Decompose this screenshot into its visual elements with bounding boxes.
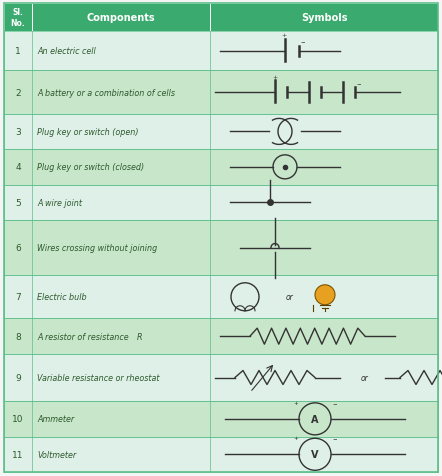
Text: A wire joint: A wire joint	[37, 198, 82, 208]
Text: A: A	[311, 414, 319, 424]
Text: −: −	[300, 40, 305, 45]
Bar	[4, 354, 438, 401]
Bar	[4, 150, 438, 185]
Bar	[4, 71, 438, 114]
Text: Variable resistance or rheostat: Variable resistance or rheostat	[37, 373, 160, 382]
Text: 9: 9	[15, 373, 21, 382]
Text: A resistor of resistance: A resistor of resistance	[37, 332, 131, 341]
Bar	[4, 114, 438, 150]
Text: or: or	[286, 293, 294, 302]
Text: +: +	[272, 75, 278, 80]
Bar	[4, 220, 438, 276]
Text: 2: 2	[15, 89, 21, 97]
Bar	[4, 32, 438, 71]
Text: V: V	[311, 449, 319, 459]
Bar	[4, 319, 438, 354]
Text: R: R	[137, 332, 142, 341]
Text: Voltmeter: Voltmeter	[37, 450, 76, 459]
Text: Wires crossing without joining: Wires crossing without joining	[37, 244, 157, 253]
Text: +: +	[293, 400, 298, 405]
Text: 7: 7	[15, 293, 21, 302]
Text: −: −	[356, 81, 361, 86]
Text: 5: 5	[15, 198, 21, 208]
Text: 4: 4	[15, 163, 21, 172]
Text: Electric bulb: Electric bulb	[37, 293, 87, 302]
Text: Sl.
No.: Sl. No.	[11, 8, 25, 28]
Text: 8: 8	[15, 332, 21, 341]
Text: An electric cell: An electric cell	[37, 47, 96, 56]
Text: 11: 11	[12, 450, 24, 459]
Text: A battery or a combination of cells: A battery or a combination of cells	[37, 89, 175, 97]
Bar	[4, 4, 438, 32]
Text: or: or	[361, 373, 369, 382]
Bar	[4, 401, 438, 436]
Text: Plug key or switch (closed): Plug key or switch (closed)	[37, 163, 144, 172]
Text: +: +	[293, 436, 298, 440]
Text: −: −	[332, 400, 337, 405]
Text: 6: 6	[15, 244, 21, 253]
Text: 10: 10	[12, 415, 24, 424]
Text: Components: Components	[87, 13, 155, 23]
Bar	[4, 436, 438, 472]
Text: Symbols: Symbols	[301, 13, 347, 23]
Bar	[4, 185, 438, 220]
Text: Plug key or switch (open): Plug key or switch (open)	[37, 128, 138, 137]
Text: Ammeter: Ammeter	[37, 415, 74, 424]
Text: −: −	[332, 436, 337, 440]
Text: 1: 1	[15, 47, 21, 56]
Bar	[4, 276, 438, 319]
Circle shape	[315, 285, 335, 305]
Text: 3: 3	[15, 128, 21, 137]
Text: +: +	[282, 33, 286, 38]
